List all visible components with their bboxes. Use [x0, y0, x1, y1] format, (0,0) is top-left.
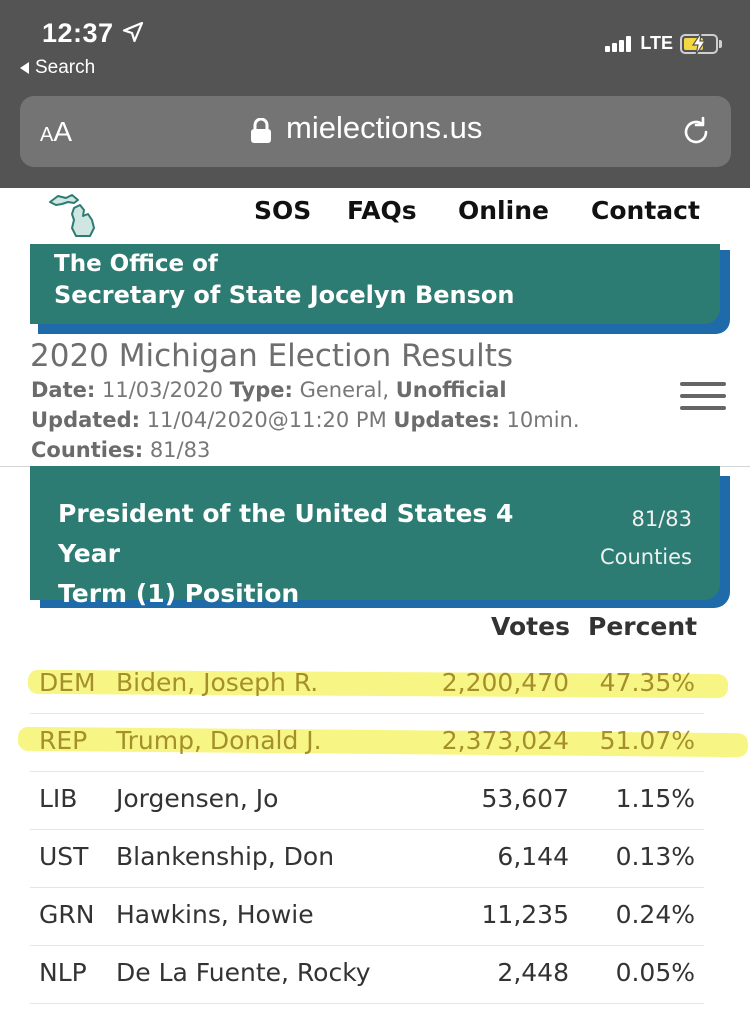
vote-percent: 47.35% [599, 668, 695, 697]
vote-percent: 0.24% [615, 900, 695, 929]
back-label: Search [35, 57, 96, 78]
office-banner: The Office of Secretary of State Jocelyn… [30, 244, 720, 324]
michigan-logo-icon[interactable] [48, 192, 100, 238]
address-bar[interactable]: AA mielections.us [20, 96, 731, 167]
race-county-count: 81/83 Counties [599, 507, 692, 569]
text-size-button[interactable]: AA [40, 116, 73, 147]
vote-count: 11,235 [481, 900, 569, 929]
vote-count: 6,144 [497, 842, 569, 871]
candidate-name: Trump, Donald J. [116, 726, 322, 755]
table-row[interactable]: REP Trump, Donald J. 2,373,024 51.07% [30, 714, 704, 772]
party-code: LIB [39, 784, 78, 813]
vote-percent: 51.07% [599, 726, 695, 755]
banner-line-2: Secretary of State Jocelyn Benson [54, 281, 515, 309]
meta-line-counties: Counties: 81/83 [31, 438, 211, 462]
lock-icon [251, 118, 271, 143]
status-indicators: LTE [605, 32, 722, 55]
candidate-name: De La Fuente, Rocky [116, 958, 371, 987]
party-code: REP [39, 726, 88, 755]
status-time: 12:37 [42, 18, 114, 48]
location-arrow-icon [122, 21, 144, 43]
back-arrow-icon [20, 62, 29, 74]
table-row[interactable]: LIB Jorgensen, Jo 53,607 1.15% [30, 772, 704, 830]
party-code: UST [39, 842, 89, 871]
battery-icon [680, 32, 718, 55]
battery-tip [719, 39, 722, 48]
signal-icon [605, 35, 633, 52]
candidate-name: Blankenship, Don [116, 842, 335, 871]
race-title: President of the United States 4 Year Te… [58, 499, 514, 608]
party-code: DEM [39, 668, 96, 697]
nav-online[interactable]: Online [458, 196, 549, 225]
vote-percent: 0.05% [615, 958, 695, 987]
votes-header: Votes [491, 612, 570, 641]
vote-percent: 0.13% [615, 842, 695, 871]
party-code: GRN [39, 900, 95, 929]
meta-line-updated: Updated: 11/04/2020@11:20 PM Updates: 10… [31, 408, 580, 432]
browser-chrome: 12:37 Search LTE AA mielections.us [0, 0, 750, 188]
network-type: LTE [640, 33, 673, 53]
table-row[interactable]: NLP De La Fuente, Rocky 2,448 0.05% [30, 946, 704, 1004]
vote-count: 2,373,024 [441, 726, 569, 755]
party-code: NLP [39, 958, 87, 987]
back-to-search[interactable]: Search [20, 57, 95, 79]
banner-line-1: The Office of [54, 251, 218, 277]
url-text: mielections.us [286, 110, 483, 145]
candidate-name: Biden, Joseph R. [116, 668, 319, 697]
reload-icon[interactable] [679, 115, 713, 149]
candidate-name: Jorgensen, Jo [116, 784, 279, 813]
candidate-name: Hawkins, Howie [116, 900, 314, 929]
menu-hamburger-icon[interactable] [680, 380, 726, 412]
site-nav: SOS FAQs Online Contact [0, 196, 750, 232]
vote-percent: 1.15% [615, 784, 695, 813]
table-row[interactable]: DEM Biden, Joseph R. 2,200,470 47.35% [30, 656, 704, 714]
vote-count: 2,200,470 [441, 668, 569, 697]
vote-count: 53,607 [481, 784, 569, 813]
race-card[interactable]: President of the United States 4 Year Te… [30, 466, 720, 608]
nav-sos[interactable]: SOS [254, 196, 312, 225]
percent-header: Percent [588, 612, 698, 641]
meta-line-date: Date: 11/03/2020 Type: General, Unoffici… [31, 378, 507, 402]
table-row[interactable]: UST Blankenship, Don 6,144 0.13% [30, 830, 704, 888]
nav-faqs[interactable]: FAQs [347, 196, 417, 225]
table-row[interactable]: GRN Hawkins, Howie 11,235 0.24% [30, 888, 704, 946]
charging-bolt-icon [691, 32, 707, 55]
vote-count: 2,448 [497, 958, 569, 987]
nav-contact[interactable]: Contact [591, 196, 700, 225]
page-title: 2020 Michigan Election Results [30, 338, 514, 374]
